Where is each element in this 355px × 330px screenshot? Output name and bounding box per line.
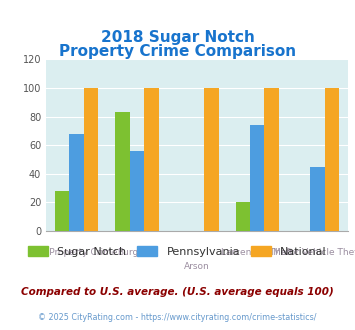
Bar bbox=[250, 125, 264, 231]
Bar bbox=[310, 167, 324, 231]
Bar bbox=[115, 112, 130, 231]
Bar bbox=[264, 88, 279, 231]
Bar bbox=[130, 151, 144, 231]
Bar bbox=[55, 191, 70, 231]
Bar bbox=[84, 88, 98, 231]
Text: Property Crime Comparison: Property Crime Comparison bbox=[59, 44, 296, 59]
Text: 2018 Sugar Notch: 2018 Sugar Notch bbox=[100, 30, 255, 46]
Text: © 2025 CityRating.com - https://www.cityrating.com/crime-statistics/: © 2025 CityRating.com - https://www.city… bbox=[38, 313, 317, 322]
Text: All Property Crime: All Property Crime bbox=[36, 248, 118, 257]
Bar bbox=[204, 88, 219, 231]
Text: Motor Vehicle Theft: Motor Vehicle Theft bbox=[273, 248, 355, 257]
Bar bbox=[144, 88, 158, 231]
Text: Larceny & Theft: Larceny & Theft bbox=[221, 248, 293, 257]
Bar bbox=[324, 88, 339, 231]
Legend: Sugar Notch, Pennsylvania, National: Sugar Notch, Pennsylvania, National bbox=[24, 242, 331, 261]
Bar bbox=[236, 202, 250, 231]
Text: Arson: Arson bbox=[184, 262, 210, 271]
Text: Compared to U.S. average. (U.S. average equals 100): Compared to U.S. average. (U.S. average … bbox=[21, 287, 334, 297]
Text: Burglary: Burglary bbox=[118, 248, 156, 257]
Bar bbox=[70, 134, 84, 231]
